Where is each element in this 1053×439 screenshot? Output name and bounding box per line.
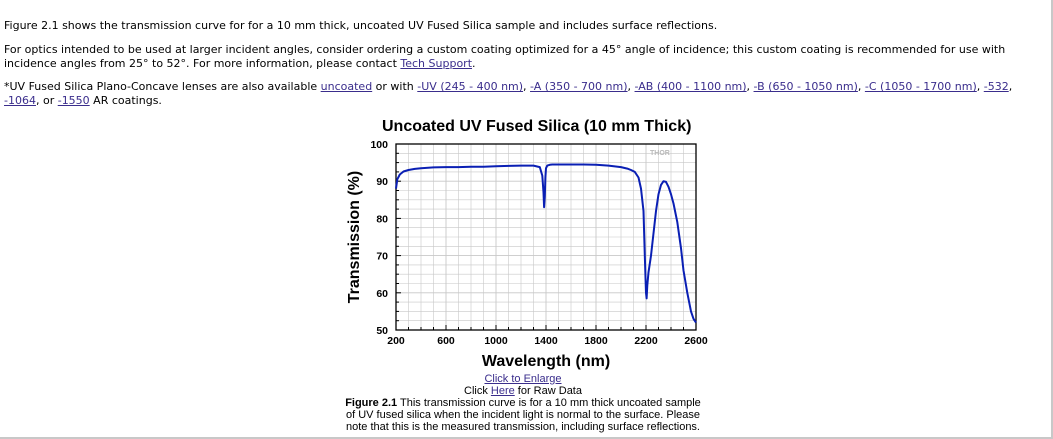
coating-options-prefix: *UV Fused Silica Plano-Concave lenses ar… xyxy=(4,80,321,93)
separator: , xyxy=(857,80,865,93)
x-tick-label: 600 xyxy=(437,335,455,347)
raw-data-prefix: Click xyxy=(464,385,491,397)
coating-link-a[interactable]: -A (350 - 700 nm) xyxy=(530,80,628,93)
coating-link-532[interactable]: -532 xyxy=(983,80,1009,93)
thorlabs-logo: THOR xyxy=(650,150,670,157)
figure-caption: Figure 2.1 This transmission curve is fo… xyxy=(340,397,706,433)
click-to-enlarge-link[interactable]: Click to Enlarge xyxy=(484,373,562,385)
coating-link-c[interactable]: -C (1050 - 1700 nm) xyxy=(864,80,977,93)
separator: , xyxy=(1008,80,1013,93)
y-tick-label: 80 xyxy=(376,213,388,225)
y-axis-label: Transmission (%) xyxy=(346,171,363,303)
intro-paragraph-1: Figure 2.1 shows the transmission curve … xyxy=(4,19,718,32)
coating-options-suffix: AR coatings. xyxy=(89,94,162,107)
y-tick-label: 90 xyxy=(376,176,388,188)
separator: , xyxy=(746,80,754,93)
x-axis-label: Wavelength (nm) xyxy=(482,353,610,370)
intro-paragraph-2-text: For optics intended to be used at larger… xyxy=(4,43,1006,70)
x-tick-label: 1000 xyxy=(484,335,508,347)
page-bottom-border xyxy=(0,437,1053,439)
coating-link-ab[interactable]: -AB (400 - 1100 nm) xyxy=(634,80,747,93)
enlarge-link-row: Click to Enlarge xyxy=(340,373,706,385)
intro-paragraph-2-end: . xyxy=(472,57,476,70)
separator: , xyxy=(627,80,635,93)
coating-link-1064[interactable]: -1064 xyxy=(4,94,36,107)
plot-frame xyxy=(395,143,697,331)
page-right-border xyxy=(1051,0,1053,439)
y-tick-label: 60 xyxy=(376,288,388,300)
coating-options-paragraph: *UV Fused Silica Plano-Concave lenses ar… xyxy=(4,80,1044,108)
separator: , xyxy=(523,80,531,93)
figure-caption-label: Figure 2.1 xyxy=(345,397,398,409)
transmission-curve xyxy=(395,163,697,324)
coating-link-uv[interactable]: -UV (245 - 400 nm) xyxy=(417,80,524,93)
x-tick-label: 200 xyxy=(387,335,405,347)
x-tick-label: 2200 xyxy=(634,335,658,347)
raw-data-suffix: for Raw Data xyxy=(514,385,582,397)
raw-data-link[interactable]: Here xyxy=(490,385,515,397)
separator: , or xyxy=(35,94,58,107)
x-tick-label: 1400 xyxy=(534,335,558,347)
y-tick-label: 70 xyxy=(376,251,388,263)
tech-support-link[interactable]: Tech Support xyxy=(400,57,473,70)
chart-title: Uncoated UV Fused Silica (10 mm Thick) xyxy=(382,118,692,135)
transmission-chart[interactable]: 200 600 1000 1400 1800 2200 2600 50 60 70 80 90 100 W… xyxy=(340,136,710,374)
x-tick-label: 2600 xyxy=(684,335,708,347)
coating-link-b[interactable]: -B (650 - 1050 nm) xyxy=(753,80,858,93)
coating-link-1550[interactable]: -1550 xyxy=(57,94,90,107)
figure-caption-text: This transmission curve is for a 10 mm t… xyxy=(345,397,701,433)
uncoated-link[interactable]: uncoated xyxy=(320,80,373,93)
or-with-text: or with xyxy=(372,80,418,93)
y-tick-label: 50 xyxy=(376,325,388,337)
x-tick-label: 1800 xyxy=(584,335,608,347)
separator: , xyxy=(976,80,984,93)
y-tick-label: 100 xyxy=(370,139,388,151)
intro-paragraph-2: For optics intended to be used at larger… xyxy=(4,43,1044,71)
raw-data-line: Click Here for Raw Data xyxy=(340,385,706,397)
